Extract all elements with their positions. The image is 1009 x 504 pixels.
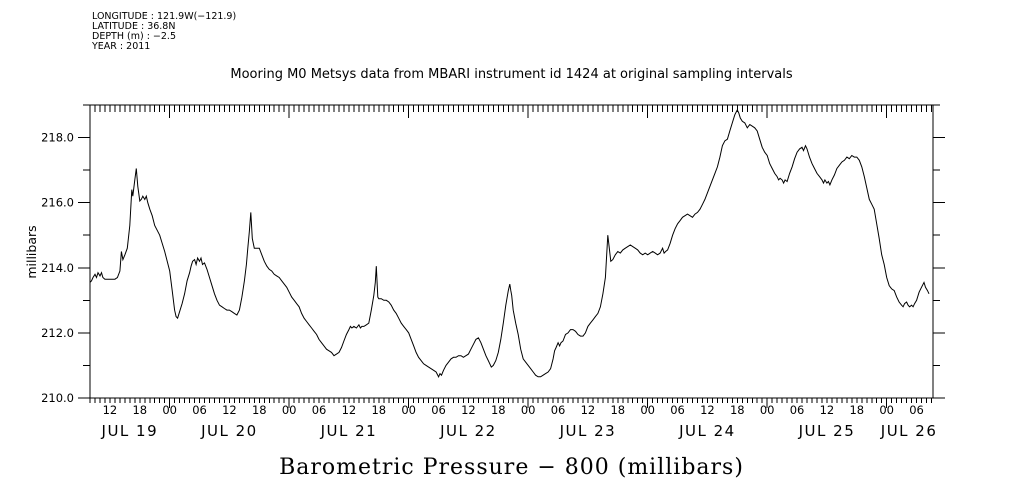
svg-text:18: 18 (610, 403, 625, 417)
svg-text:12: 12 (222, 403, 237, 417)
svg-text:12: 12 (103, 403, 118, 417)
meta-line-year: YEAR : 2011 (92, 41, 151, 52)
svg-text:12: 12 (820, 403, 835, 417)
svg-text:00: 00 (282, 403, 297, 417)
svg-text:JUL 19: JUL 19 (101, 422, 159, 440)
meta-line-latitude: LATITUDE : 36.8N (92, 21, 176, 32)
svg-text:00: 00 (760, 403, 775, 417)
svg-text:JUL 21: JUL 21 (320, 422, 378, 440)
svg-text:06: 06 (192, 403, 207, 417)
svg-text:18: 18 (132, 403, 147, 417)
svg-text:12: 12 (700, 403, 715, 417)
svg-text:06: 06 (551, 403, 566, 417)
svg-text:18: 18 (371, 403, 386, 417)
svg-text:06: 06 (909, 403, 924, 417)
svg-text:06: 06 (670, 403, 685, 417)
svg-text:JUL 20: JUL 20 (200, 422, 258, 440)
svg-text:218.0: 218.0 (41, 131, 74, 145)
svg-text:210.0: 210.0 (41, 391, 74, 405)
svg-text:12: 12 (581, 403, 596, 417)
svg-text:18: 18 (252, 403, 267, 417)
svg-text:212.0: 212.0 (41, 326, 74, 340)
svg-text:00: 00 (879, 403, 894, 417)
chart-caption: Barometric Pressure − 800 (millibars) (279, 455, 744, 480)
svg-text:00: 00 (162, 403, 177, 417)
svg-text:12: 12 (342, 403, 357, 417)
meta-line-depth: DEPTH (m) : −2.5 (92, 31, 176, 42)
svg-text:00: 00 (640, 403, 655, 417)
svg-text:JUL 25: JUL 25 (798, 422, 856, 440)
svg-text:JUL 22: JUL 22 (439, 422, 497, 440)
svg-text:18: 18 (849, 403, 864, 417)
svg-text:JUL 23: JUL 23 (559, 422, 617, 440)
svg-text:06: 06 (312, 403, 327, 417)
meta-line-longitude: LONGITUDE : 121.9W(−121.9) (92, 11, 237, 22)
svg-text:18: 18 (730, 403, 745, 417)
svg-text:216.0: 216.0 (41, 196, 74, 210)
svg-text:00: 00 (401, 403, 416, 417)
svg-text:JUL 26: JUL 26 (880, 422, 938, 440)
svg-text:06: 06 (790, 403, 805, 417)
svg-text:06: 06 (431, 403, 446, 417)
svg-text:00: 00 (521, 403, 536, 417)
svg-text:JUL 24: JUL 24 (678, 422, 736, 440)
svg-text:12: 12 (461, 403, 476, 417)
svg-text:214.0: 214.0 (41, 261, 74, 275)
svg-text:18: 18 (491, 403, 506, 417)
chart-title: Mooring M0 Metsys data from MBARI instru… (230, 67, 793, 82)
station-metadata-block: LONGITUDE : 121.9W(−121.9) LATITUDE : 36… (92, 12, 236, 52)
